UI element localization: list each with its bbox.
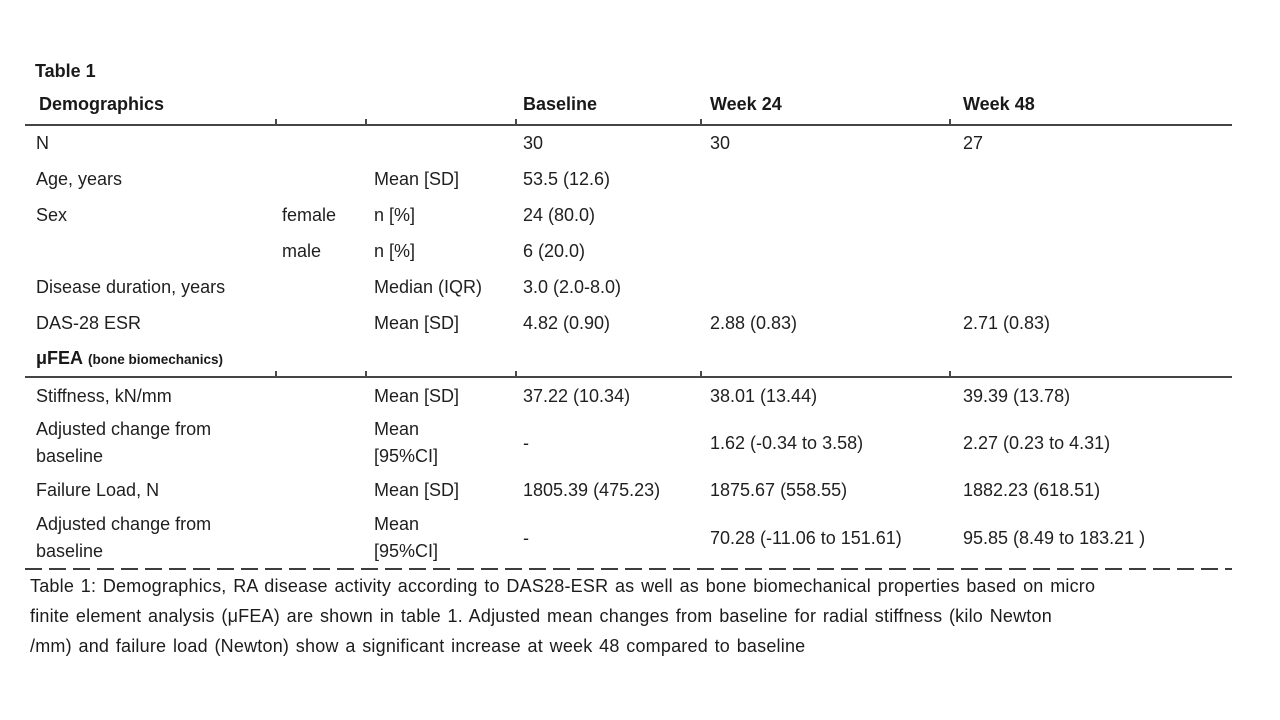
- empty-cell: [276, 341, 366, 378]
- column-header-week24: Week 24: [701, 91, 950, 126]
- empty-cell: [366, 341, 516, 378]
- value-baseline-cell: 4.82 (0.90): [523, 312, 611, 333]
- row-label-cell: DAS-28 ESR: [36, 312, 142, 333]
- table-row-failure-load-adjusted-change: Adjusted change from baseline Mean [95%C…: [25, 508, 1232, 568]
- value-week24-cell: [701, 269, 950, 305]
- section-header-cell: μFEA (bone biomechanics): [25, 341, 276, 378]
- value-week48-cell: 2.27 (0.23 to 4.31): [963, 432, 1111, 453]
- column-header-empty-1: [276, 91, 366, 126]
- value-baseline-cell: 6 (20.0): [523, 240, 586, 261]
- stat-method-cell: Mean [SD]: [374, 168, 460, 189]
- stat-method-cell: Mean [SD]: [365, 370, 516, 414]
- row-label-cell: Adjusted change from baseline: [36, 514, 212, 561]
- section-label: μFEA: [36, 347, 84, 368]
- stat-method-cell: [365, 118, 516, 161]
- subgroup-cell: [276, 472, 366, 508]
- empty-cell: [516, 341, 701, 378]
- empty-cell: [701, 341, 950, 378]
- stat-method-cell: Mean [SD]: [374, 479, 460, 500]
- table-row-das28: DAS-28 ESR Mean [SD] 4.82 (0.90) 2.88 (0…: [25, 305, 1232, 341]
- row-label-cell: [25, 233, 276, 269]
- value-week24-cell: 2.88 (0.83): [710, 312, 798, 333]
- demographics-table: Demographics Baseline Week 24 Week 48 N …: [25, 91, 1232, 568]
- row-label-cell: Disease duration, years: [36, 276, 226, 297]
- table-row-failure-load: Failure Load, N Mean [SD] 1805.39 (475.2…: [25, 472, 1232, 508]
- value-baseline-cell: 30: [515, 118, 701, 161]
- column-header-empty-2: [366, 91, 516, 126]
- value-baseline-cell: 53.5 (12.6): [523, 168, 611, 189]
- table-caption: Table 1: Demographics, RA disease activi…: [30, 576, 1096, 656]
- stat-method-cell: Mean [SD]: [374, 312, 460, 333]
- subgroup-cell: [276, 414, 366, 472]
- value-week48-cell: 95.85 (8.49 to 183.21 ): [963, 527, 1146, 548]
- value-baseline-cell: 3.0 (2.0-8.0): [523, 276, 622, 297]
- value-baseline-cell: 37.22 (10.34): [515, 370, 701, 414]
- table-bottom-rule: [25, 568, 1232, 570]
- table-row-sex-male: male n [%] 6 (20.0): [25, 233, 1232, 269]
- subgroup-cell: [275, 118, 366, 161]
- column-header-demographics: Demographics: [25, 91, 276, 126]
- subgroup-cell: [276, 508, 366, 568]
- column-header-week48: Week 48: [950, 91, 1232, 126]
- value-baseline-cell: -: [523, 432, 529, 453]
- value-week48-cell: [950, 197, 1232, 233]
- section-sublabel: (bone biomechanics): [88, 351, 224, 367]
- stat-method-cell: n [%]: [374, 240, 416, 261]
- value-baseline-cell: 1805.39 (475.23): [523, 479, 661, 500]
- value-week24-cell: [701, 197, 950, 233]
- subgroup-cell: [275, 370, 366, 414]
- value-week24-cell: 30: [700, 118, 950, 161]
- subgroup-cell: female: [282, 204, 337, 225]
- row-label-cell: Stiffness, kN/mm: [36, 385, 172, 406]
- stat-method-cell: Median (IQR): [374, 276, 483, 297]
- subgroup-cell: male: [282, 240, 322, 261]
- table-row-disease-duration: Disease duration, years Median (IQR) 3.0…: [25, 269, 1232, 305]
- value-week24-cell: 1.62 (-0.34 to 3.58): [710, 432, 864, 453]
- stat-method-cell: Mean [95%CI]: [374, 419, 439, 466]
- value-week48-cell: 2.71 (0.83): [963, 312, 1051, 333]
- subgroup-cell: [276, 305, 366, 341]
- value-week24-cell: 1875.67 (558.55): [710, 479, 848, 500]
- value-baseline-cell: 24 (80.0): [523, 204, 596, 225]
- value-week48-cell: 27: [949, 118, 1232, 161]
- row-label-cell: Sex: [36, 204, 68, 225]
- section-header-row-ufea: μFEA (bone biomechanics): [25, 341, 1232, 378]
- value-week48-cell: [950, 269, 1232, 305]
- value-week24-cell: [701, 233, 950, 269]
- row-label-cell: N: [36, 133, 49, 153]
- row-label-cell: Failure Load, N: [36, 479, 160, 500]
- row-label-cell: Adjusted change from baseline: [36, 419, 212, 466]
- stat-method-cell: Mean [95%CI]: [374, 514, 439, 561]
- stat-method-cell: n [%]: [374, 204, 416, 225]
- value-week48-cell: 1882.23 (618.51): [963, 479, 1101, 500]
- table-row-age: Age, years Mean [SD] 53.5 (12.6): [25, 161, 1232, 197]
- table-row-stiffness: Stiffness, kN/mm Mean [SD] 37.22 (10.34)…: [25, 370, 1232, 414]
- table-row-stiffness-adjusted-change: Adjusted change from baseline Mean [95%C…: [25, 414, 1232, 472]
- subgroup-cell: [276, 161, 366, 197]
- table-row-sex-female: Sex female n [%] 24 (80.0): [25, 197, 1232, 233]
- value-baseline-cell: -: [523, 527, 529, 548]
- value-week24-cell: 70.28 (-11.06 to 151.61): [710, 527, 902, 548]
- table-row-n: N 30 30 27: [25, 118, 1232, 161]
- empty-cell: [950, 341, 1232, 378]
- value-week48-cell: [950, 161, 1232, 197]
- table-title: Table 1: [35, 61, 96, 81]
- value-week24-cell: [701, 161, 950, 197]
- row-label-cell: Age, years: [36, 168, 123, 189]
- subgroup-cell: [276, 269, 366, 305]
- value-week24-cell: 38.01 (13.44): [700, 370, 950, 414]
- value-week48-cell: [950, 233, 1232, 269]
- table-header-row: Demographics Baseline Week 24 Week 48: [25, 91, 1232, 126]
- column-header-baseline: Baseline: [516, 91, 701, 126]
- value-week48-cell: 39.39 (13.78): [949, 370, 1232, 414]
